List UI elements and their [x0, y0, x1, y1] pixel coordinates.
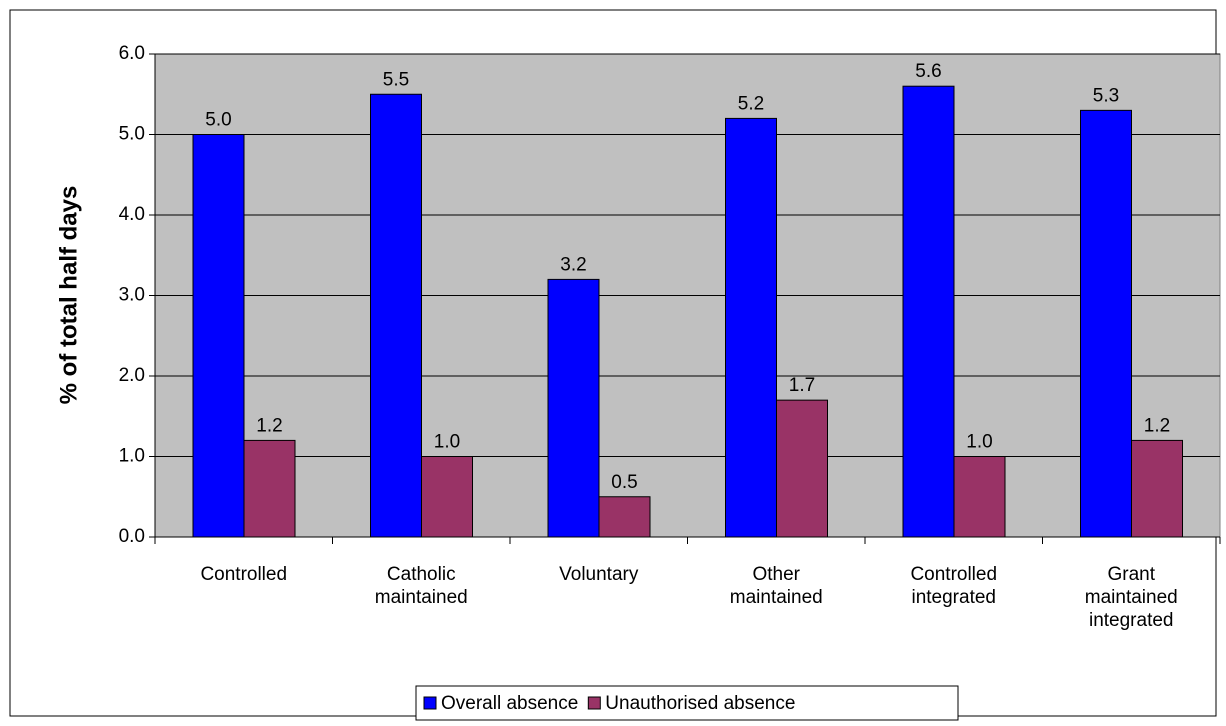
- legend-label: Overall absence: [441, 693, 578, 714]
- bar: [192, 134, 245, 538]
- legend-label: Unauthorised absence: [605, 693, 795, 714]
- value-label: 0.5: [611, 472, 637, 493]
- x-tick-label: Controlled integrated: [910, 564, 998, 608]
- y-tick-label: 6.0: [119, 43, 145, 64]
- bar: [1131, 439, 1183, 538]
- y-tick-label: 5.0: [119, 124, 145, 145]
- legend-swatch: [423, 696, 437, 710]
- value-label: 1.7: [789, 375, 815, 396]
- value-label: 1.2: [1144, 415, 1170, 436]
- value-label: 5.0: [205, 110, 231, 131]
- bar: [598, 496, 651, 538]
- value-label: 5.6: [915, 61, 941, 82]
- y-axis-label: % of total half days: [55, 186, 82, 405]
- x-tick-label: Controlled: [200, 564, 288, 585]
- legend-swatch: [587, 696, 601, 710]
- x-tick-label: Voluntary: [559, 564, 639, 585]
- x-tick-label: Other maintained: [729, 564, 823, 608]
- y-tick-label: 4.0: [119, 204, 145, 225]
- bar: [421, 456, 473, 538]
- bar: [953, 456, 1006, 538]
- value-label: 5.5: [383, 69, 409, 90]
- bar: [547, 278, 600, 538]
- legend-box: [415, 685, 959, 721]
- bar: [1080, 109, 1132, 538]
- value-label: 5.2: [738, 93, 764, 114]
- value-label: 1.0: [966, 432, 992, 453]
- value-label: 1.2: [256, 415, 282, 436]
- y-tick-label: 3.0: [119, 285, 145, 306]
- x-tick-label: Grant maintained integrated: [1084, 564, 1178, 631]
- y-tick-label: 0.0: [119, 526, 145, 547]
- bar: [370, 93, 422, 538]
- bar: [725, 117, 777, 538]
- y-tick-label: 2.0: [119, 365, 145, 386]
- bar: [243, 439, 296, 538]
- value-label: 5.3: [1093, 85, 1119, 106]
- y-tick-label: 1.0: [119, 446, 145, 467]
- bar: [902, 85, 955, 538]
- bar: [776, 399, 828, 538]
- x-tick-label: Catholic maintained: [374, 564, 468, 608]
- value-label: 3.2: [560, 254, 586, 275]
- value-label: 1.0: [434, 432, 460, 453]
